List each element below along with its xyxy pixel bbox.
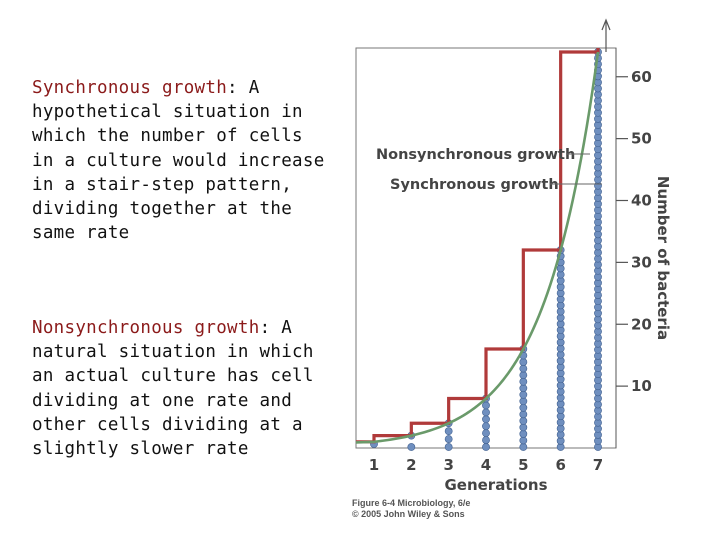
- x-tick-label: 2: [406, 456, 416, 474]
- nonsynchronous-growth-term: Nonsynchronous growth: [32, 318, 260, 338]
- synchronous-growth-definition: Synchronous growth: A hypothetical situa…: [32, 76, 332, 245]
- cell-columns: [370, 48, 602, 451]
- y-tick-label: 50: [631, 130, 652, 148]
- nonsynchronous-growth-description: A natural situation in which an actual c…: [32, 318, 314, 460]
- y-tick-label: 30: [631, 253, 652, 271]
- cell-dot: [444, 427, 453, 436]
- nonsynchronous-growth-label: Nonsynchronous growth: [376, 147, 575, 163]
- y-tick-label: 10: [631, 377, 652, 395]
- cell-dot: [519, 423, 528, 432]
- cell-dot: [482, 408, 490, 417]
- chart-series: [355, 48, 600, 444]
- cell-dot: [482, 422, 490, 431]
- cell-dot: [519, 430, 528, 438]
- cell-dot: [482, 415, 490, 424]
- x-tick-label: 5: [518, 456, 528, 474]
- cell-dot: [519, 364, 528, 373]
- x-tick-label: 6: [555, 456, 565, 474]
- cell-dot: [482, 429, 490, 438]
- x-tick-label: 3: [443, 456, 453, 474]
- cell-dot: [519, 384, 528, 393]
- growth-chart: 10 20 30 40 50 60 1 2 3 4 5 6 7 Generations Number of …: [355, 18, 672, 494]
- cell-dot: [519, 436, 528, 445]
- x-tick-label: 1: [369, 456, 379, 474]
- figure-caption-line2: © 2005 John Wiley & Sons: [352, 509, 465, 519]
- cell-dot: [444, 435, 453, 443]
- x-tick-label: 7: [593, 456, 603, 474]
- cell-dot: [519, 416, 528, 425]
- cell-dot: [519, 397, 528, 406]
- chart-labels: 10 20 30 40 50 60 1 2 3 4 5 6 7 Generations Number of …: [369, 68, 672, 494]
- x-tick-label: 4: [481, 456, 491, 474]
- nonsynchronous-growth-curve: [355, 51, 600, 444]
- synchronous-growth-term: Synchronous growth: [32, 78, 228, 98]
- chart-axes: [601, 18, 628, 448]
- cell-dot: [519, 403, 528, 412]
- nonsynchronous-growth-definition: Nonsynchronous growth: A natural situati…: [32, 316, 332, 461]
- figure-caption-line1: Figure 6-4 Microbiology, 6/e: [352, 498, 471, 508]
- cell-dot: [519, 443, 528, 451]
- cell-dot: [482, 401, 490, 410]
- figure-caption: Figure 6-4 Microbiology, 6/e © 2005 John…: [352, 498, 470, 520]
- cell-dot: [519, 358, 528, 366]
- cell-dot: [519, 410, 528, 419]
- cell-dot: [444, 443, 453, 451]
- cell-dot: [407, 443, 416, 451]
- x-axis-title: Generations: [444, 476, 547, 494]
- cell-dot: [482, 443, 490, 451]
- y-tick-label: 20: [631, 315, 652, 333]
- cell-dot: [519, 390, 528, 399]
- y-axis-arrow-head: [601, 18, 611, 31]
- nonsynchronous-growth-colon: :: [259, 318, 271, 338]
- cell-dot: [519, 371, 528, 380]
- cell-dot: [482, 436, 490, 444]
- y-tick-label: 60: [631, 68, 652, 86]
- y-tick-label: 40: [631, 192, 652, 210]
- synchronous-growth-colon: :: [227, 78, 238, 98]
- synchronous-growth-description: A hypothetical situation in which the nu…: [32, 78, 325, 244]
- cell-dot: [519, 377, 528, 386]
- synchronous-growth-label: Synchronous growth: [390, 177, 559, 193]
- y-axis-title: Number of bacteria: [654, 176, 672, 340]
